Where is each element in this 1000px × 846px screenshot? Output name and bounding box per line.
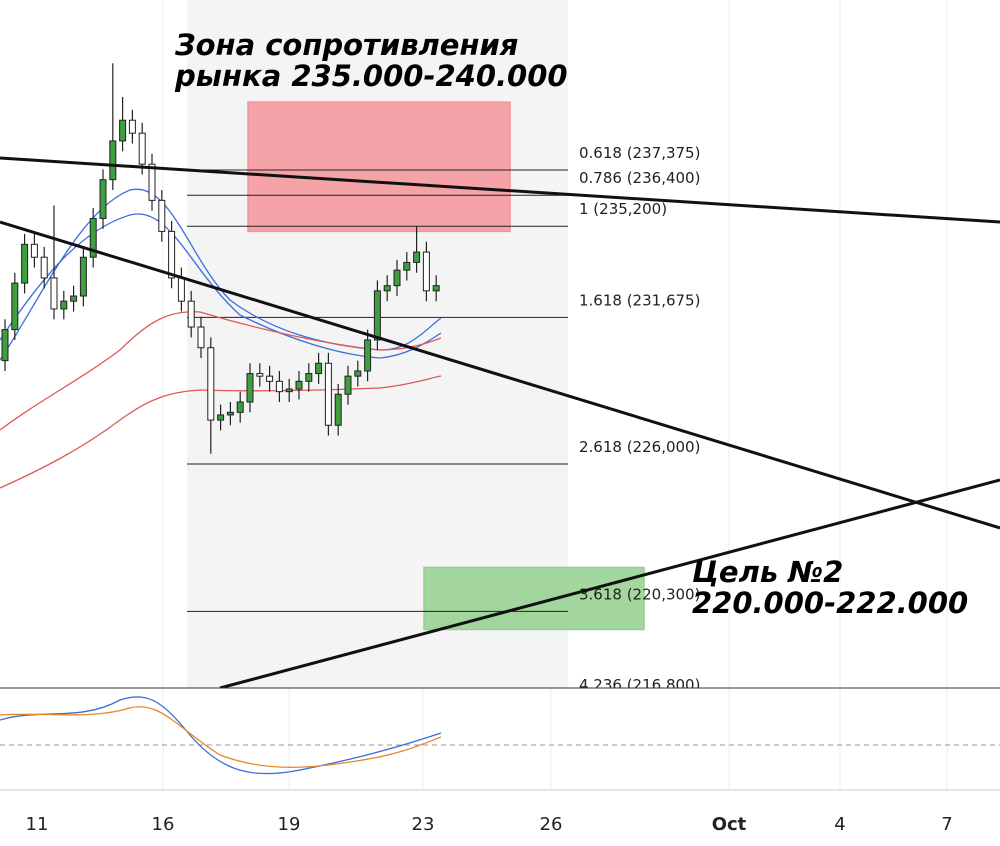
annotation: Цель №2 — [692, 555, 843, 589]
candle-body — [236, 401, 244, 413]
candle-body — [295, 380, 303, 390]
candle-body — [158, 199, 166, 232]
candle-body — [148, 163, 156, 201]
candle-body — [30, 243, 38, 258]
candle-body — [11, 282, 19, 331]
fib-label: 2.618 (226,000) — [579, 438, 700, 456]
candle-body — [246, 373, 254, 403]
candle-body — [1, 329, 9, 362]
x-tick-label: 23 — [412, 814, 435, 835]
candle-body — [413, 251, 421, 263]
annotation: 220.000-222.000 — [692, 586, 968, 620]
candle-body — [128, 119, 136, 134]
candle-body — [40, 256, 48, 279]
x-tick-label: 4 — [834, 814, 845, 835]
candle-body — [285, 388, 293, 393]
candle-body — [334, 393, 342, 426]
candle-body — [207, 347, 215, 421]
x-tick-label: Oct — [712, 814, 747, 835]
candle-body — [89, 217, 97, 258]
candle-body — [60, 300, 68, 310]
candle-body — [403, 261, 411, 271]
candle-body — [79, 256, 87, 297]
x-tick-label: 16 — [152, 814, 175, 835]
candle-body — [21, 243, 29, 284]
fib-label: 0.618 (237,375) — [579, 144, 700, 162]
candle-body — [373, 290, 381, 341]
candle-body — [187, 300, 195, 328]
candle-body — [50, 277, 58, 310]
fib-label: 4.236 (216,800) — [579, 676, 700, 694]
candle-body — [138, 132, 146, 165]
candle-body — [305, 373, 313, 382]
fib-label: 3.618 (220,300) — [579, 585, 700, 603]
candle-body — [197, 326, 205, 349]
fib-label: 1 (235,200) — [579, 200, 667, 218]
candle-body — [324, 362, 332, 426]
fib-label: 0.786 (236,400) — [579, 169, 700, 187]
candle-body — [315, 362, 323, 375]
trend-lines — [0, 156, 1000, 688]
candle-body — [344, 375, 352, 395]
candle-body — [177, 277, 185, 302]
candle-body — [354, 370, 362, 377]
x-tick-label: 7 — [941, 814, 952, 835]
macd — [0, 696, 442, 775]
candle-body — [109, 140, 117, 181]
zone — [423, 566, 645, 631]
candle-body — [422, 251, 430, 292]
annotation: рынка 235.000-240.000 — [174, 59, 568, 93]
candle-body — [364, 339, 372, 372]
x-tick-label: 11 — [26, 814, 49, 835]
candle-body — [256, 373, 264, 377]
x-tick-label: 19 — [278, 814, 301, 835]
candle-body — [217, 414, 225, 421]
candle-body — [226, 411, 234, 416]
candle-body — [168, 230, 176, 279]
annotation: Зона сопротивления — [174, 28, 518, 62]
candle-body — [266, 375, 274, 382]
candle-body — [432, 285, 440, 292]
candle-body — [383, 285, 391, 292]
zone — [247, 101, 511, 233]
fib-label: 1.618 (231,675) — [579, 291, 700, 309]
candle-body — [275, 380, 283, 393]
candle-body — [70, 295, 78, 302]
candle-body — [99, 179, 107, 219]
candle-body — [119, 119, 127, 142]
candle-body — [393, 269, 401, 287]
x-tick-label: 26 — [540, 814, 563, 835]
